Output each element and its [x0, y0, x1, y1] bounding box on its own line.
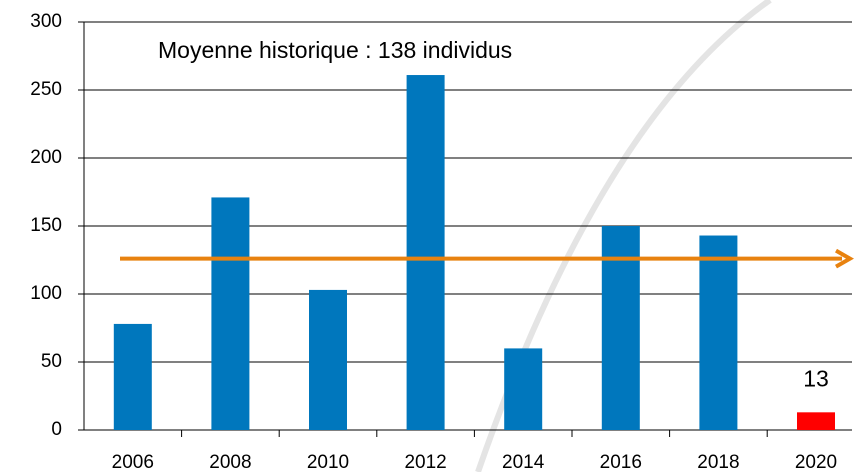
bar: [406, 75, 445, 430]
x-tick-label: 2010: [307, 452, 349, 472]
y-tick-label: 250: [30, 79, 62, 100]
annotation: Moyenne historique : 138 individus: [158, 37, 512, 63]
bar: [601, 226, 640, 430]
bar: [699, 235, 738, 430]
y-tick-label: 150: [30, 215, 62, 236]
x-tick-label: 2006: [112, 452, 154, 472]
x-tick-label: 2014: [502, 452, 545, 472]
bar: [113, 323, 152, 430]
x-tick-label: 2008: [209, 452, 251, 472]
y-tick-label: 200: [30, 147, 62, 168]
bar: [797, 412, 835, 430]
bar: [211, 197, 250, 430]
y-tick-label: 100: [30, 283, 62, 304]
x-tick-label: 2016: [600, 452, 642, 472]
value-label: 13: [803, 365, 829, 391]
x-tick-label: 2020: [795, 452, 837, 472]
x-tick-label: 2018: [697, 452, 739, 472]
y-tick-label: 300: [30, 11, 62, 32]
bar: [309, 289, 347, 430]
reference-arrowhead: [835, 248, 854, 269]
y-tick-label: 50: [41, 351, 62, 372]
bar: [504, 348, 543, 430]
y-tick-label: 0: [51, 419, 62, 440]
x-tick-label: 2012: [404, 452, 446, 472]
